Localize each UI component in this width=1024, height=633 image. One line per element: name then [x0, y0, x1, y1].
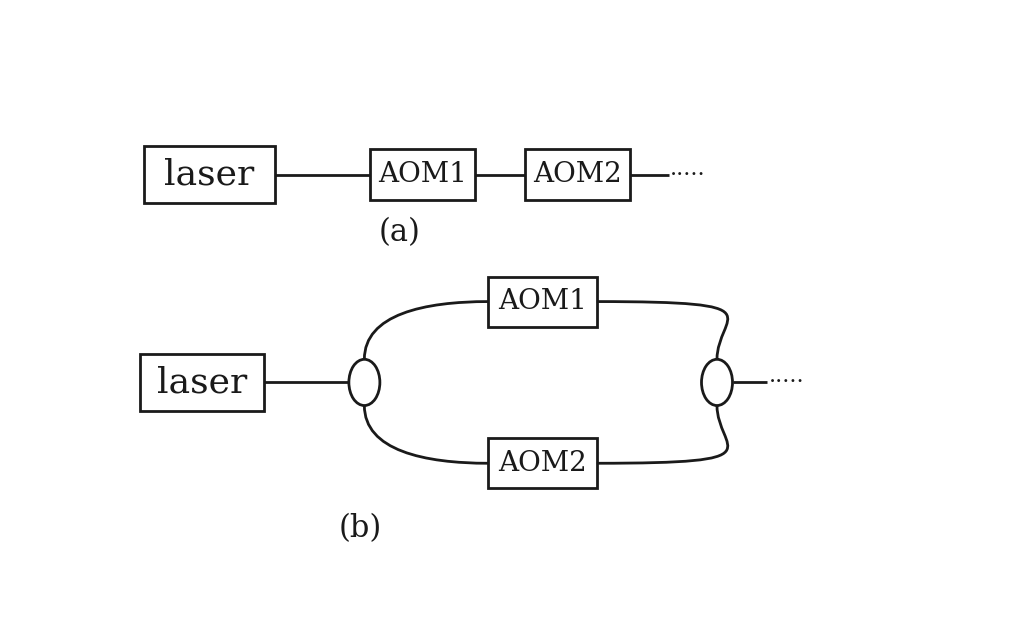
Text: laser: laser [157, 365, 247, 399]
Ellipse shape [349, 360, 380, 406]
Ellipse shape [701, 360, 732, 406]
Text: AOM2: AOM2 [499, 450, 587, 477]
FancyBboxPatch shape [143, 146, 275, 203]
FancyBboxPatch shape [488, 438, 597, 488]
Text: ·····: ····· [670, 163, 706, 185]
Text: (b): (b) [339, 513, 382, 544]
FancyBboxPatch shape [139, 354, 263, 411]
Text: ·····: ····· [769, 372, 805, 394]
Text: AOM1: AOM1 [378, 161, 467, 188]
Text: laser: laser [164, 158, 255, 192]
Text: (a): (a) [378, 216, 420, 248]
FancyBboxPatch shape [371, 149, 475, 199]
FancyBboxPatch shape [488, 277, 597, 327]
FancyBboxPatch shape [525, 149, 630, 199]
Text: AOM1: AOM1 [499, 288, 587, 315]
Text: AOM2: AOM2 [534, 161, 622, 188]
